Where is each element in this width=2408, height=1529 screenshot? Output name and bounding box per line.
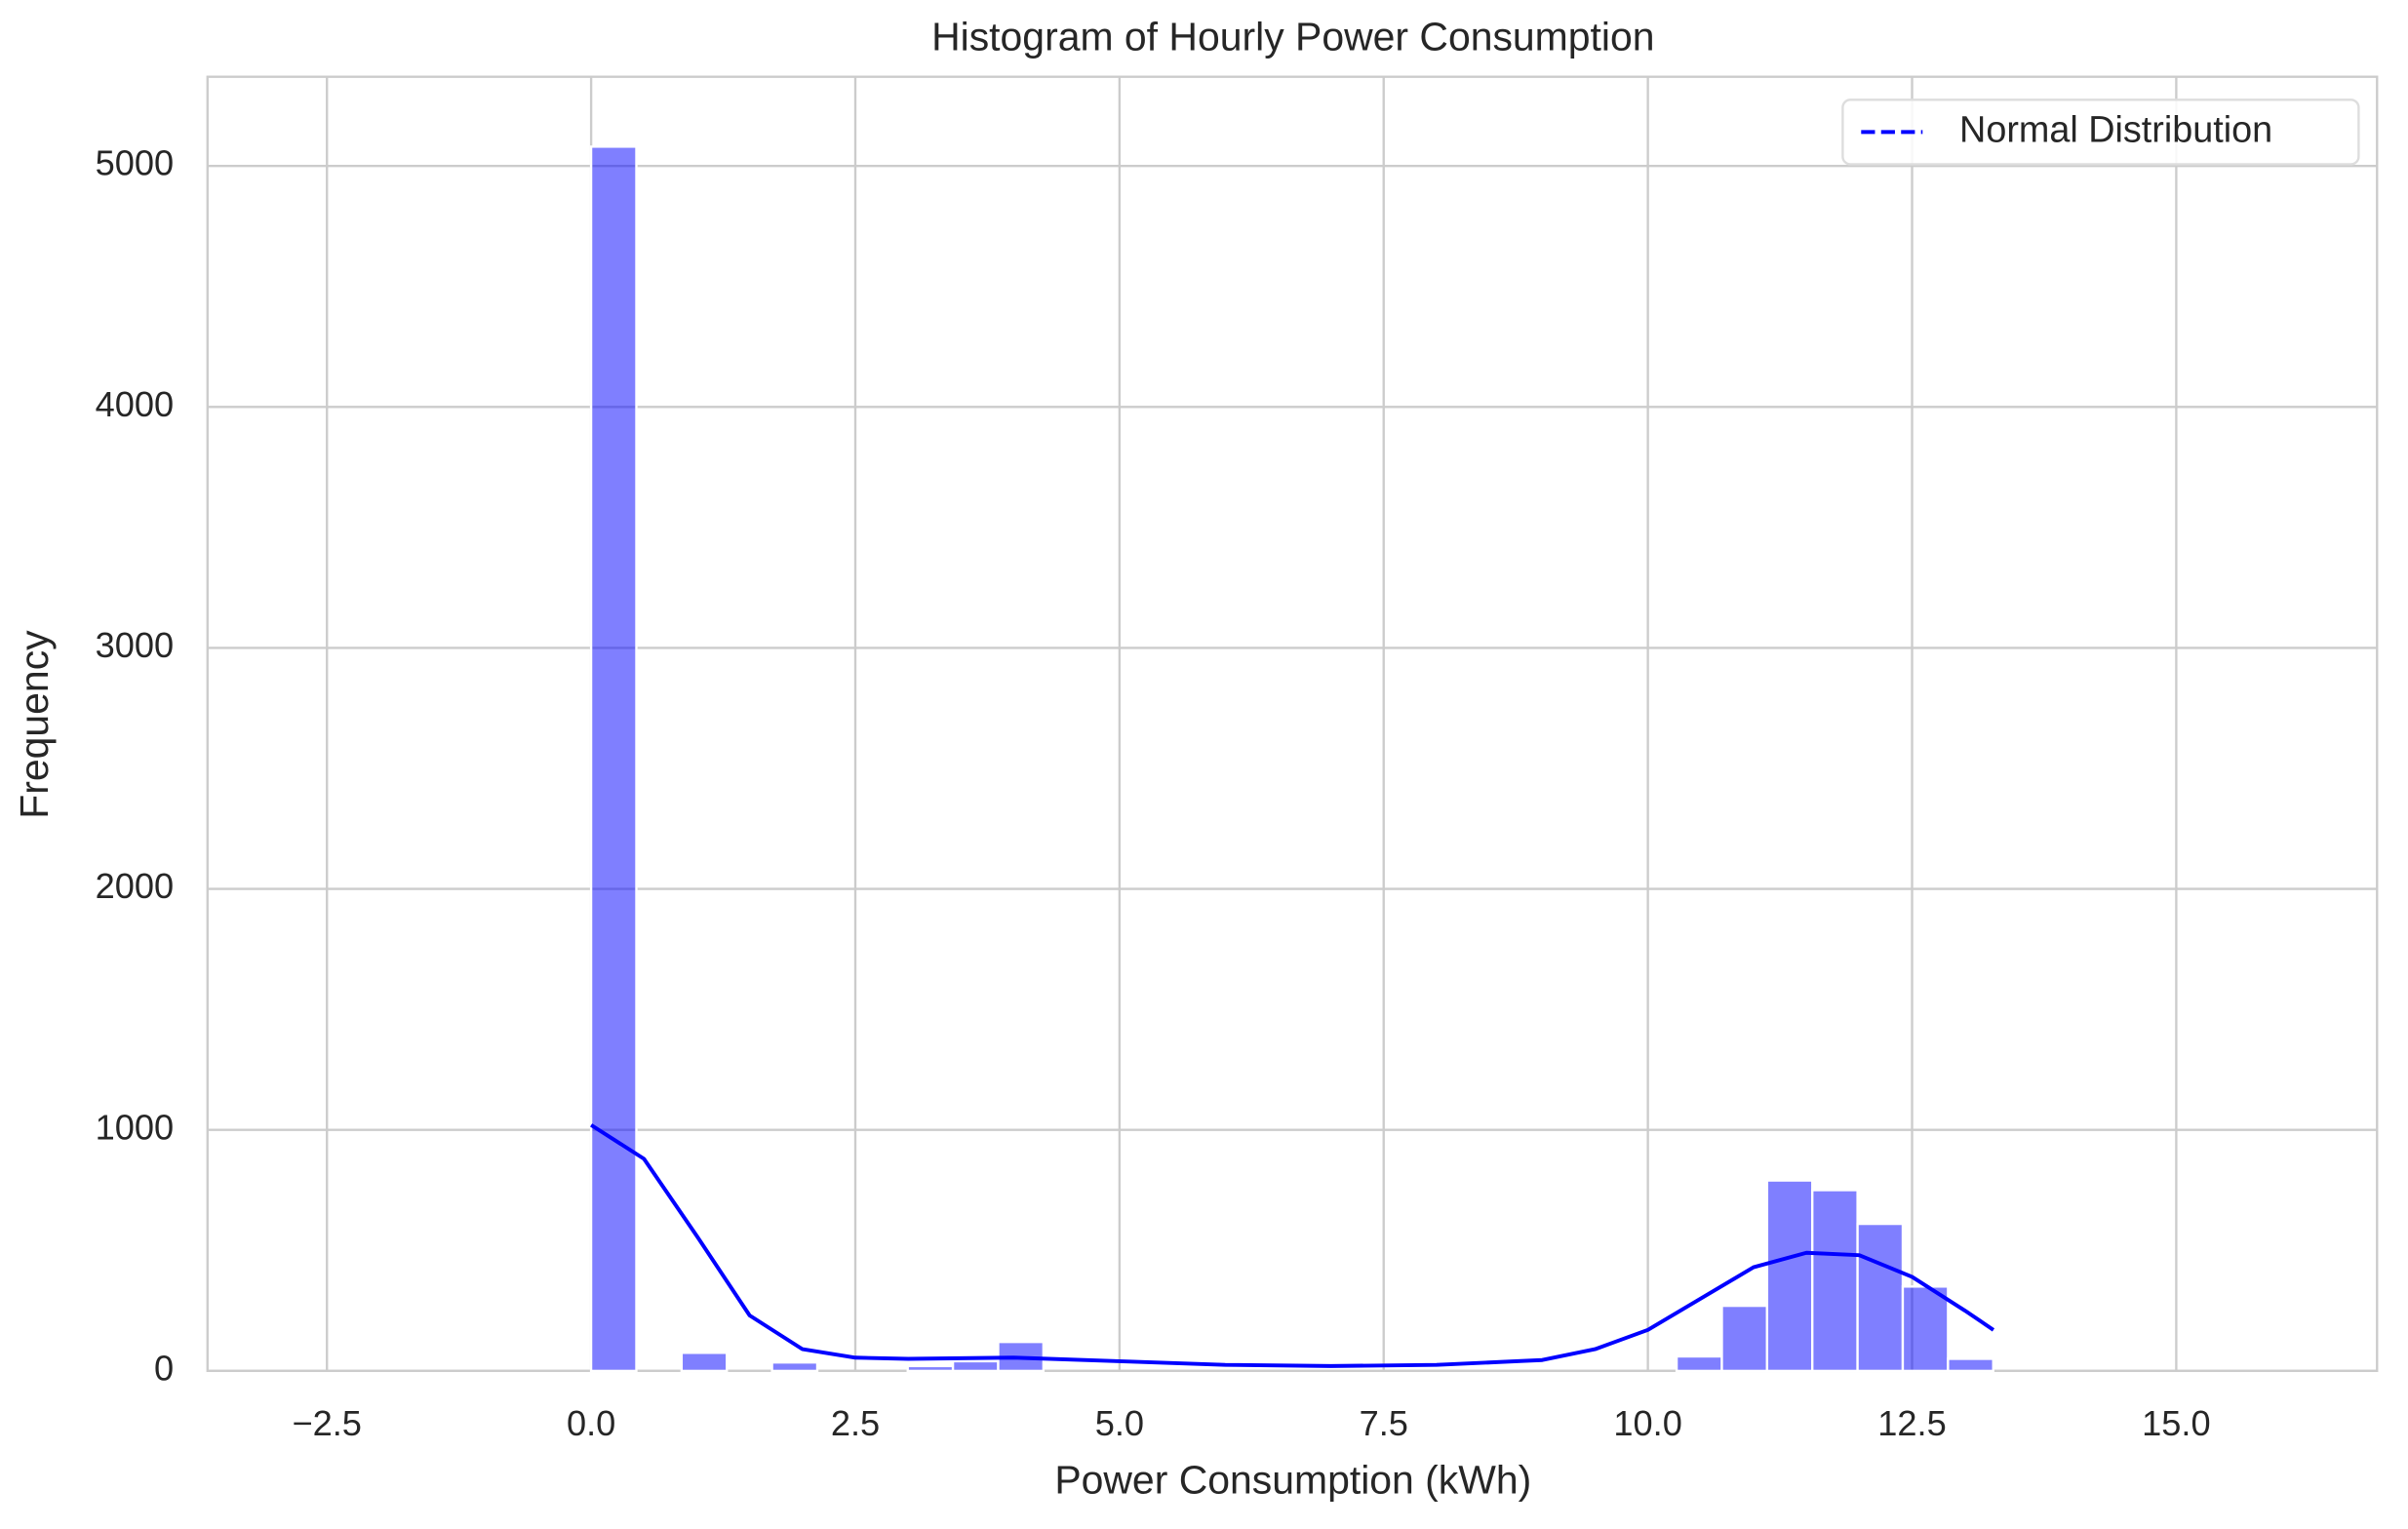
- legend-label: Normal Distribution: [1959, 109, 2272, 150]
- histogram-bar: [1811, 1189, 1859, 1373]
- x-tick-label: 5.0: [1095, 1403, 1144, 1443]
- x-axis-label: Power Consumption (kWh): [1054, 1458, 1531, 1503]
- chart-title: Histogram of Hourly Power Consumption: [931, 15, 1654, 59]
- y-tick-label: 5000: [96, 143, 175, 183]
- x-tick-label: 0.0: [567, 1403, 615, 1443]
- histogram-bar: [1720, 1304, 1769, 1373]
- x-tick-label: −2.5: [292, 1403, 361, 1443]
- y-tick-label: 1000: [96, 1107, 175, 1147]
- histogram-bar: [951, 1359, 1000, 1373]
- histogram-bar: [1856, 1222, 1905, 1373]
- y-tick-label: 2000: [96, 866, 175, 906]
- grid: [207, 76, 2378, 1373]
- x-tick-label: 2.5: [831, 1403, 880, 1443]
- y-tick-label: 3000: [96, 625, 175, 665]
- y-axis-label: Frequency: [12, 630, 57, 819]
- histogram-bar: [1901, 1285, 1950, 1373]
- legend-box: [1841, 98, 2360, 166]
- histogram-bar: [589, 145, 638, 1373]
- kde-line: [590, 1123, 1995, 1368]
- histogram-bar: [906, 1364, 955, 1373]
- y-tick-label: 4000: [96, 384, 175, 424]
- plot-area: [206, 75, 2379, 1373]
- x-tick-label: 15.0: [2142, 1403, 2210, 1443]
- histogram-bar: [1675, 1354, 1723, 1373]
- legend: Normal Distribution: [1841, 98, 2360, 166]
- histogram-bar: [680, 1352, 729, 1373]
- x-tick-label: 10.0: [1613, 1403, 1681, 1443]
- x-tick-label: 12.5: [1877, 1403, 1946, 1443]
- histogram-bar: [1765, 1179, 1814, 1373]
- histogram-bar: [1947, 1357, 1994, 1373]
- y-tick-label: 0: [154, 1348, 174, 1388]
- histogram-bar: [770, 1361, 819, 1373]
- x-tick-label: 7.5: [1360, 1403, 1408, 1443]
